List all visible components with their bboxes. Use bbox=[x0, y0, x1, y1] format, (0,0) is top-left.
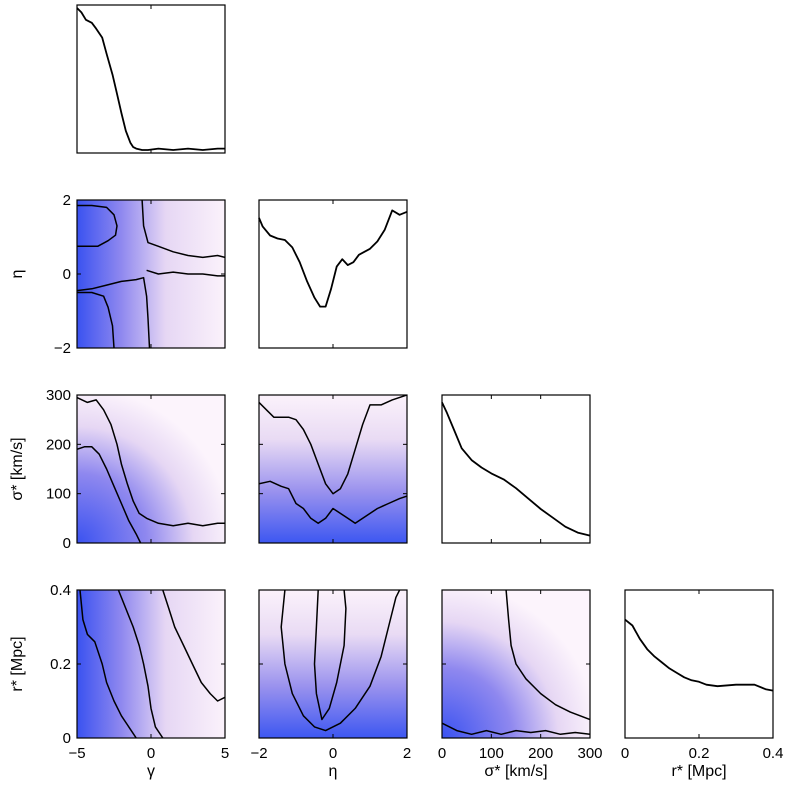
y-tick-label: 0 bbox=[63, 535, 71, 552]
tick-marks bbox=[76, 199, 226, 349]
joint-panel bbox=[76, 394, 226, 544]
inner-contour bbox=[77, 204, 118, 248]
x-tick-label: 2 bbox=[403, 745, 411, 762]
tick-marks bbox=[76, 589, 226, 739]
density-fill bbox=[77, 590, 225, 738]
outer-contour bbox=[117, 590, 164, 738]
y-tick-label: 100 bbox=[46, 486, 71, 503]
panel-frame bbox=[441, 394, 591, 544]
x-tick-label: 0.4 bbox=[763, 745, 784, 762]
joint-panel bbox=[258, 394, 408, 544]
marginal-curve bbox=[76, 7, 225, 151]
outer-contour bbox=[280, 590, 401, 732]
tick-marks bbox=[441, 589, 591, 739]
y-tick-label: 300 bbox=[46, 387, 71, 404]
panel-background bbox=[259, 200, 407, 348]
x-tick-label: 200 bbox=[528, 745, 553, 762]
joint-panel bbox=[441, 589, 591, 739]
x-tick-label: 5 bbox=[221, 745, 229, 762]
x-axis-label: r* [Mpc] bbox=[671, 763, 726, 780]
x-axis-label: σ* [km/s] bbox=[484, 763, 547, 780]
tick-marks bbox=[258, 394, 408, 544]
x-tick-label: 0.2 bbox=[689, 745, 710, 762]
panel-background bbox=[442, 395, 590, 543]
inner-contour bbox=[77, 446, 142, 543]
x-tick-label: 100 bbox=[479, 745, 504, 762]
marginal-curve bbox=[441, 402, 591, 537]
tick-marks bbox=[441, 395, 591, 543]
tick-marks bbox=[76, 394, 226, 544]
outer-contour bbox=[141, 200, 225, 259]
joint-panel bbox=[76, 199, 226, 349]
outer-contour bbox=[259, 395, 407, 495]
marginal-curve bbox=[258, 209, 408, 308]
x-tick-label: −2 bbox=[250, 745, 267, 762]
x-tick-label: 300 bbox=[577, 745, 602, 762]
y-axis-label: η bbox=[9, 270, 26, 279]
x-tick-label: −5 bbox=[68, 745, 85, 762]
panel-background bbox=[77, 5, 225, 153]
y-tick-label: 0.4 bbox=[50, 582, 71, 599]
joint-panel bbox=[76, 589, 226, 739]
outer-contour bbox=[77, 276, 151, 348]
outer-contour bbox=[162, 590, 225, 702]
joint-panel bbox=[258, 589, 408, 739]
inner-contour bbox=[442, 722, 590, 736]
inner-contour bbox=[313, 590, 347, 721]
inner-contour bbox=[77, 291, 115, 348]
x-tick-label: 0 bbox=[438, 745, 446, 762]
panel-background bbox=[625, 590, 773, 738]
y-tick-label: 0 bbox=[63, 266, 71, 283]
x-tick-label: 0 bbox=[621, 745, 629, 762]
marginal-curve bbox=[624, 618, 774, 692]
y-axis-label: r* [Mpc] bbox=[9, 636, 26, 691]
density-fill bbox=[259, 590, 407, 738]
x-tick-label: 0 bbox=[147, 745, 155, 762]
x-tick-label: 0 bbox=[329, 745, 337, 762]
y-axis-label: σ* [km/s] bbox=[9, 437, 26, 500]
y-tick-label: −2 bbox=[54, 340, 71, 357]
y-tick-label: 2 bbox=[63, 192, 71, 209]
tick-marks bbox=[76, 5, 226, 153]
density-fill bbox=[259, 395, 407, 543]
y-tick-label: 0.2 bbox=[50, 656, 71, 673]
marginal-panel bbox=[624, 589, 774, 739]
outer-contour bbox=[146, 269, 225, 277]
x-axis-label: η bbox=[329, 763, 338, 780]
y-tick-label: 200 bbox=[46, 436, 71, 453]
density-fill bbox=[77, 395, 225, 543]
outer-contour bbox=[505, 590, 590, 721]
y-tick-label: 0 bbox=[63, 730, 71, 747]
tick-marks bbox=[258, 589, 408, 739]
tick-marks bbox=[624, 590, 774, 738]
marginal-panel bbox=[441, 394, 591, 544]
inner-contour bbox=[259, 480, 407, 525]
x-axis-label: γ bbox=[147, 763, 155, 780]
marginal-panel bbox=[76, 4, 226, 154]
inner-contour bbox=[79, 590, 137, 738]
marginal-panel bbox=[258, 199, 408, 349]
tick-marks bbox=[258, 200, 408, 348]
outer-contour bbox=[77, 396, 225, 527]
